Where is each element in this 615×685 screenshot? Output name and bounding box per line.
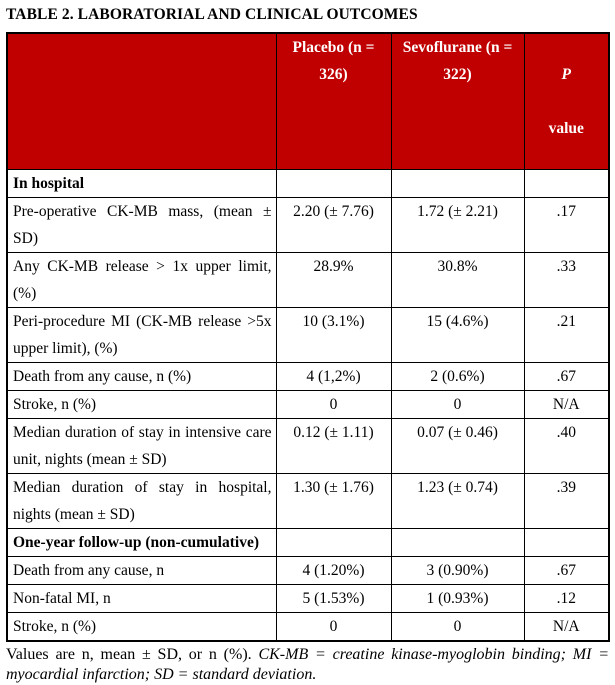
placebo-value: 28.9% — [275, 252, 392, 308]
placebo-value: 0 — [275, 612, 392, 642]
p-value: .17 — [523, 197, 610, 253]
section-row-in-hospital: In hospital — [6, 169, 610, 198]
empty-cell — [275, 528, 392, 557]
sevoflurane-value: 15 (4.6%) — [390, 307, 525, 363]
placebo-value: 4 (1.20%) — [275, 556, 392, 585]
row-label: Stroke, n (%) — [6, 612, 277, 642]
p-value: .40 — [523, 418, 610, 474]
p-value: .67 — [523, 362, 610, 391]
row-label: Non-fatal MI, n — [6, 584, 277, 613]
p-value: .21 — [523, 307, 610, 363]
row-label: Median duration of stay in intensive car… — [6, 418, 277, 474]
placebo-value: 0 — [275, 390, 392, 419]
placebo-value: 1.30 (± 1.76) — [275, 473, 392, 529]
p-value: .12 — [523, 584, 610, 613]
row-label: Peri-procedure MI (CK-MB release >5x upp… — [6, 307, 277, 363]
table-row: Median duration of stay in intensive car… — [6, 418, 610, 474]
p-value: .39 — [523, 473, 610, 529]
empty-cell — [390, 528, 525, 557]
placebo-value: 4 (1,2%) — [275, 362, 392, 391]
empty-cell — [390, 169, 525, 198]
p-value: N/A — [523, 390, 610, 419]
sevoflurane-value: 2 (0.6%) — [390, 362, 525, 391]
table-row: Stroke, n (%) 0 0 N/A — [6, 612, 610, 642]
placebo-value: 2.20 (± 7.76) — [275, 197, 392, 253]
table-row: Any CK-MB release > 1x upper limit, (%) … — [6, 252, 610, 308]
column-header-p-value: P value — [523, 32, 610, 170]
table-footnote: Values are n, mean ± SD, or n (%). CK-MB… — [6, 645, 609, 685]
table-title: TABLE 2. LABORATORIAL AND CLINICAL OUTCO… — [6, 6, 418, 23]
empty-header-cell — [6, 32, 277, 170]
section-label: In hospital — [6, 169, 277, 198]
row-label: Pre-operative CK-MB mass, (mean ± SD) — [6, 197, 277, 253]
row-label: Stroke, n (%) — [6, 390, 277, 419]
row-label: Death from any cause, n — [6, 556, 277, 585]
empty-cell — [523, 528, 610, 557]
p-value: N/A — [523, 612, 610, 642]
column-header-sevoflurane: Sevoflurane (n = 322) — [390, 32, 525, 170]
empty-cell — [523, 169, 610, 198]
sevoflurane-value: 30.8% — [390, 252, 525, 308]
sevoflurane-value: 1.72 (± 2.21) — [390, 197, 525, 253]
column-header-placebo: Placebo (n = 326) — [275, 32, 392, 170]
sevoflurane-value: 0.07 (± 0.46) — [390, 418, 525, 474]
table-row: Death from any cause, n (%) 4 (1,2%) 2 (… — [6, 362, 610, 391]
sevoflurane-value: 0 — [390, 390, 525, 419]
empty-cell — [275, 169, 392, 198]
footnote-normal-text: Values are n, mean ± SD, or n (%). — [6, 646, 259, 663]
sevoflurane-value: 1.23 (± 0.74) — [390, 473, 525, 529]
table-row: Non-fatal MI, n 5 (1.53%) 1 (0.93%) .12 — [6, 584, 610, 613]
row-label: Median duration of stay in hospital, nig… — [6, 473, 277, 529]
table-row: Stroke, n (%) 0 0 N/A — [6, 390, 610, 419]
header-row: Placebo (n = 326) Sevoflurane (n = 322) … — [6, 32, 610, 170]
sevoflurane-value: 0 — [390, 612, 525, 642]
p-value: .33 — [523, 252, 610, 308]
table-row: Pre-operative CK-MB mass, (mean ± SD) 2.… — [6, 197, 610, 253]
sevoflurane-value: 3 (0.90%) — [390, 556, 525, 585]
row-label: Death from any cause, n (%) — [6, 362, 277, 391]
section-label: One-year follow-up (non-cumulative) — [6, 528, 277, 557]
placebo-value: 10 (3.1%) — [275, 307, 392, 363]
placebo-value: 5 (1.53%) — [275, 584, 392, 613]
table-row: Death from any cause, n 4 (1.20%) 3 (0.9… — [6, 556, 610, 585]
p-value-label: value — [548, 120, 584, 137]
p-symbol: P — [561, 66, 571, 83]
table-row: Peri-procedure MI (CK-MB release >5x upp… — [6, 307, 610, 363]
sevoflurane-value: 1 (0.93%) — [390, 584, 525, 613]
outcomes-table: Placebo (n = 326) Sevoflurane (n = 322) … — [6, 32, 610, 642]
p-value: .67 — [523, 556, 610, 585]
row-label: Any CK-MB release > 1x upper limit, (%) — [6, 252, 277, 308]
table-row: Median duration of stay in hospital, nig… — [6, 473, 610, 529]
placebo-value: 0.12 (± 1.11) — [275, 418, 392, 474]
section-row-one-year-follow-up: One-year follow-up (non-cumulative) — [6, 528, 610, 557]
